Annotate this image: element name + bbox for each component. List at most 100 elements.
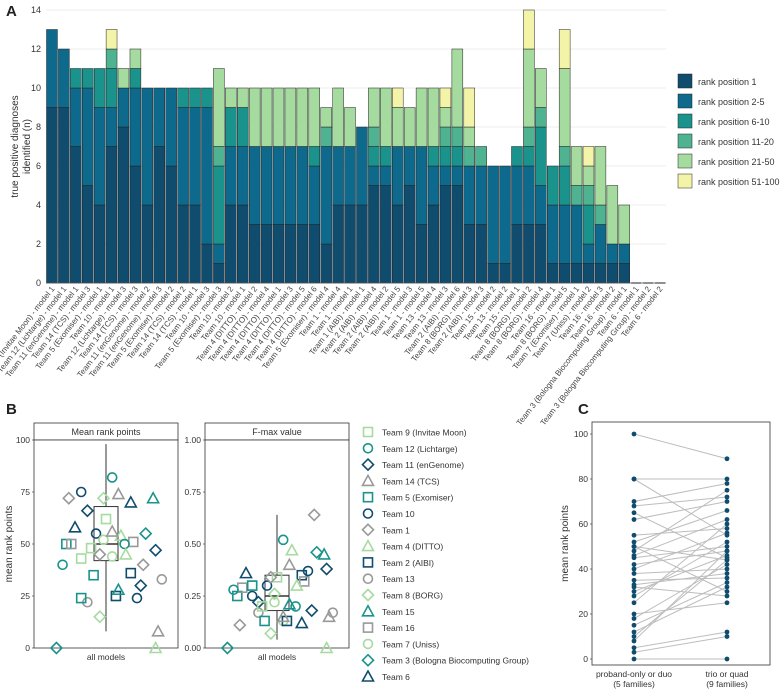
bar-segment [535,107,547,128]
bar-segment [332,204,344,284]
point-proband [631,645,637,651]
bar-segment [380,165,392,186]
pair-line [633,602,728,615]
legend-label: Team 11 (enGenome) [382,460,464,470]
bar-segment [535,68,547,108]
bar-segment [475,224,487,284]
point-proband [631,584,637,590]
bar-segment [380,87,392,147]
point-proband [631,476,637,482]
point-diamond [134,578,148,593]
bar-segment [427,204,440,284]
point-proband [631,499,637,504]
bar-segment [177,87,189,108]
bar-segment [618,263,630,284]
legend-label: Team 13 [382,574,415,584]
bar-segment [594,204,607,225]
pair-line [633,568,728,574]
legend-label: rank position 6-10 [698,117,770,127]
bar-segment [618,243,630,264]
point-circle [302,565,314,577]
bar-segment [260,146,273,225]
bar-segment [356,126,368,206]
point-diamond [93,547,107,562]
y-axis-title: true positive diagnosesidentified (n) [10,95,33,197]
point-diamond [264,570,278,584]
pair-line [633,582,728,626]
legend-label: Team 15 [382,607,415,617]
point-proband [631,503,637,509]
legend-label: Team 16 [382,623,415,633]
point-triangle [361,473,375,487]
bar-segment [582,165,595,186]
point-proband [631,649,637,655]
bar-segment [46,29,58,108]
pair-line [633,512,728,559]
point-trio [724,593,730,599]
bar-segment [93,107,106,206]
point-square [75,592,87,604]
pair-line [633,573,728,586]
bar-segment [189,204,201,284]
bar-segment [475,146,487,167]
bar-segment [284,224,297,284]
bar-segment [332,87,344,147]
pair-line [633,546,728,561]
point-trio [724,557,730,563]
y-tick-label: 0.75 [184,487,201,497]
point-trio [724,494,730,500]
point-circle [290,601,301,612]
bar-segment [439,165,452,186]
point-trio [724,508,730,513]
x-tick-label-line: (9 families) [706,679,748,689]
legend-swatch [677,173,693,189]
bar-segment [558,146,571,167]
bar-segment [201,107,213,245]
point-proband [631,577,637,583]
pair-line [633,501,728,520]
bar-segment [248,87,261,147]
bar-segment [368,87,380,128]
point-square [100,513,112,525]
point-diamond [361,523,375,537]
bar-segment [225,146,237,206]
bar-segment [284,146,297,225]
point-circle [362,508,374,519]
point-triangle [361,604,375,617]
bar-segment [105,107,118,147]
bar-segment [558,68,571,147]
bar-segment [606,243,619,264]
bar-segment [523,146,535,167]
point-square [256,601,268,612]
pair-line [633,532,728,570]
legend-swatch [677,133,693,149]
point-diamond [220,641,235,655]
bar-segment [260,224,273,284]
point-circle [90,528,102,539]
bar-segment [558,29,571,69]
y-axis-title: mean rank points [560,505,571,582]
bar-segment [439,87,452,108]
y-tick-label: 0 [583,654,588,664]
bar-segment [403,185,416,284]
point-triangle [282,597,297,610]
point-square [362,426,374,438]
point-circle [119,538,130,550]
point-proband [631,539,637,545]
legend-swatch [677,73,693,89]
y-axis-title-line: identified (n) [22,119,33,174]
point-square [259,615,270,627]
bar-segment [141,87,154,206]
point-proband [631,555,637,561]
x-axis-label: all models [87,652,125,662]
bar-segment [105,146,118,284]
bar-segment [165,87,177,167]
point-trio [724,539,730,545]
pair-line [633,510,728,543]
team-legend: Team 9 (Invitae Moon) Team 12 (Lichtarge)… [361,426,529,682]
point-trio [724,544,730,549]
bar-segment [439,107,452,128]
point-circle [98,534,109,546]
point-square [65,538,77,550]
bar-segment [582,243,595,264]
